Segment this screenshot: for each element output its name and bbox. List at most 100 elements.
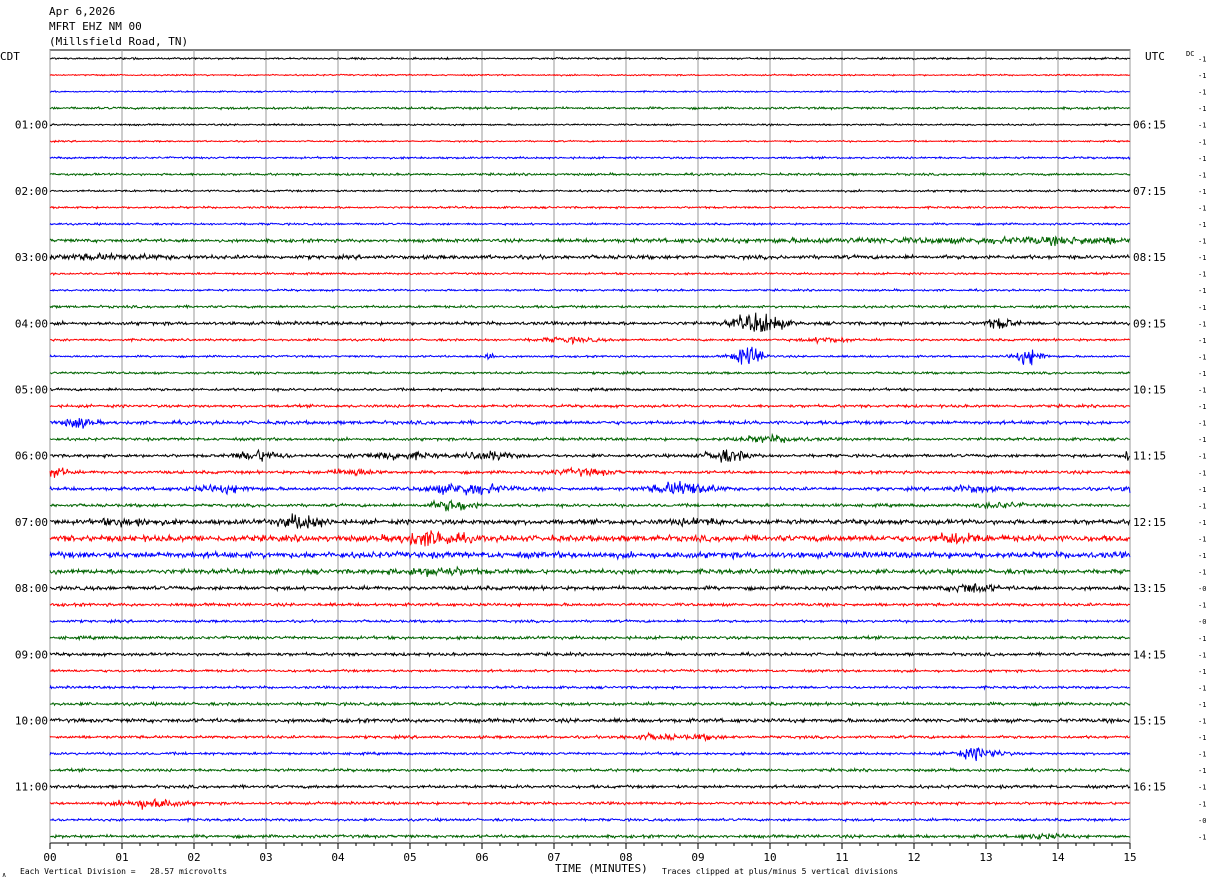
seismogram-trace-37	[49, 650, 1131, 658]
dc-offset-label: -1	[1198, 204, 1206, 212]
seismogram-trace-43	[49, 746, 1131, 762]
x-tick-label: 06	[475, 851, 488, 864]
right-time-label: 07:15	[1133, 185, 1166, 198]
dc-offset-label: -1	[1198, 800, 1206, 808]
station-location: (Millsfield Road, TN)	[49, 35, 189, 48]
right-time-label: 06:15	[1133, 119, 1166, 132]
dc-offset-label: -1	[1198, 155, 1206, 163]
seismogram-trace-13	[49, 251, 1131, 262]
seismogram-trace-20	[49, 370, 1131, 376]
dc-offset-label: -1	[1198, 403, 1206, 411]
seismogram-trace-19	[49, 346, 1131, 366]
x-tick-label: 10	[763, 851, 776, 864]
right-time-label: 15:15	[1133, 715, 1166, 728]
seismogram-trace-4	[49, 105, 1131, 111]
vertical-division-scale: Each Vertical Division = 28.57 microvolt…	[20, 867, 228, 876]
dc-offset-label: -1	[1198, 420, 1206, 428]
seismogram-trace-8	[49, 171, 1131, 177]
right-time-label: 12:15	[1133, 516, 1166, 529]
seismogram-trace-46	[49, 797, 1131, 810]
dc-offset-label: -1	[1198, 105, 1206, 113]
dc-offset-label: -1	[1198, 502, 1206, 510]
station-channel: MFRT EHZ NM 00	[49, 20, 142, 33]
dc-offset-label: -1	[1198, 122, 1206, 130]
corner-mark: ∧	[2, 871, 7, 879]
dc-offset-label: -1	[1198, 453, 1206, 461]
plot-frame	[49, 49, 1131, 844]
seismogram-trace-1	[49, 56, 1131, 61]
left-time-label: 02:00	[15, 185, 48, 198]
dc-offset-label: -1	[1198, 684, 1206, 692]
dc-offset-label: -1	[1198, 701, 1206, 709]
left-time-label: 07:00	[15, 516, 48, 529]
x-axis-label: TIME (MINUTES)	[555, 862, 648, 875]
seismogram-traces	[49, 56, 1131, 841]
dc-offset-label: -1	[1198, 718, 1206, 726]
dc-offset-label: -1	[1198, 353, 1206, 361]
plot-labels: 00 01 02 03 04 05 06 07 08 09 10 11 12 13 14 15 -1 -1 -1 -1…	[15, 50, 1207, 864]
seismogram-trace-3	[49, 89, 1131, 94]
left-time-label: 06:00	[15, 450, 48, 463]
seismogram-trace-29	[49, 513, 1131, 530]
left-time-label: 10:00	[15, 715, 48, 728]
seismogram-trace-35	[49, 618, 1131, 625]
dc-offset-label: -1	[1198, 519, 1206, 527]
x-tick-label: 02	[187, 851, 200, 864]
seismogram-trace-5	[49, 122, 1131, 127]
right-time-label: 08:15	[1133, 251, 1166, 264]
dc-offset-label: -1	[1198, 138, 1206, 146]
dc-offset-label: -1	[1198, 436, 1206, 444]
seismogram-trace-42	[49, 731, 1131, 743]
dc-offset-label: -1	[1198, 254, 1206, 262]
left-time-label: 09:00	[15, 648, 48, 661]
x-tick-label: 08	[619, 851, 632, 864]
seismogram-trace-7	[49, 155, 1131, 161]
seismogram-trace-16	[49, 303, 1131, 310]
seismogram-trace-6	[49, 139, 1131, 144]
seismogram-trace-24	[49, 432, 1131, 444]
x-tick-label: 07	[547, 851, 560, 864]
right-time-label: 13:15	[1133, 582, 1166, 595]
station-date: Apr 6,2026	[49, 5, 116, 18]
seismogram-trace-21	[49, 386, 1131, 393]
seismogram-trace-33	[49, 583, 1131, 594]
x-tick-label: 04	[331, 851, 345, 864]
clip-note: Traces clipped at plus/minus 5 vertical …	[662, 867, 899, 876]
left-time-label: 04:00	[15, 317, 48, 330]
dc-offset-label: -1	[1198, 668, 1206, 676]
dc-offset-label: -1	[1198, 72, 1206, 80]
seismogram-trace-18	[49, 336, 1131, 346]
left-time-label: 11:00	[15, 781, 48, 794]
seismogram-trace-2	[49, 73, 1131, 77]
dc-offset-label: -1	[1198, 387, 1206, 395]
x-tick-label: 03	[259, 851, 272, 864]
right-time-label: 16:15	[1133, 781, 1166, 794]
seismogram-trace-12	[49, 235, 1131, 247]
dc-offset-label: -1	[1198, 370, 1206, 378]
dc-offset-label: -0	[1198, 585, 1206, 593]
x-tick-label: 11	[835, 851, 848, 864]
right-time-label: 09:15	[1133, 317, 1166, 330]
seismogram-trace-41	[49, 716, 1131, 725]
dc-offset-label: -1	[1198, 89, 1206, 97]
dc-offset-label: -1	[1198, 337, 1206, 345]
dc-offset-label: -1	[1198, 271, 1206, 279]
left-time-label: 08:00	[15, 582, 48, 595]
seismogram-trace-17	[49, 312, 1131, 333]
dc-offset-label: -1	[1198, 784, 1206, 792]
seismogram-trace-30	[49, 530, 1131, 547]
left-time-label: 03:00	[15, 251, 48, 264]
seismogram-trace-10	[49, 205, 1131, 211]
seismogram-trace-26	[49, 466, 1131, 478]
seismogram-trace-47	[49, 817, 1131, 824]
left-time-label: 01:00	[15, 119, 48, 132]
dc-offset-label: -1	[1198, 221, 1206, 229]
dc-offset-label: -0	[1198, 618, 1206, 626]
seismogram-trace-44	[49, 766, 1131, 774]
right-time-label: 11:15	[1133, 450, 1166, 463]
seismogram-trace-9	[49, 188, 1131, 194]
dc-offset-label: -1	[1198, 171, 1206, 179]
seismogram-trace-38	[49, 667, 1131, 674]
dc-offset-label: -1	[1198, 734, 1206, 742]
